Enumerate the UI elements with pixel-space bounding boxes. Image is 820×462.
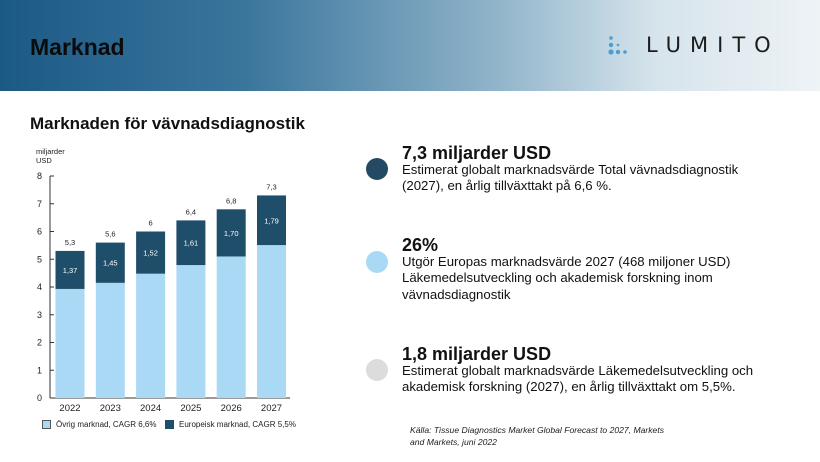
legend-europe: Europeisk marknad, CAGR 5,5% <box>165 420 296 429</box>
y-tick-label: 3 <box>37 310 42 320</box>
stat-1-text: Estimerat globalt marknadsvärde Total vä… <box>402 162 739 194</box>
bar-europe-2023 <box>95 242 125 283</box>
y-tick-label: 6 <box>37 227 42 237</box>
page-title: Marknad <box>30 34 125 60</box>
bar-europe-label: 1,37 <box>63 266 78 275</box>
bar-total-label: 6,8 <box>226 196 236 205</box>
header-banner <box>0 0 820 91</box>
stat-2-dot <box>366 251 388 273</box>
x-tick-label: 2025 <box>180 403 201 414</box>
bar-total-label: 5,3 <box>65 238 75 247</box>
stat-2-headline: 26% <box>402 235 439 255</box>
bar-europe-label: 1,70 <box>224 229 239 238</box>
y-tick-label: 7 <box>37 199 42 209</box>
y-tick-label: 4 <box>37 282 42 292</box>
lumito-logo: LUMITO <box>606 33 801 57</box>
x-tick-label: 2023 <box>100 403 121 414</box>
y-axis-title: miljarder <box>36 147 65 156</box>
bar-europe-2024 <box>136 231 166 274</box>
y-tick-label: 1 <box>37 365 42 375</box>
chart-subtitle: Marknaden för vävnadsdiagnostik <box>30 114 305 133</box>
bar-other-2024 <box>136 273 166 398</box>
stat-1-dot <box>366 158 388 180</box>
bar-other-2026 <box>216 256 246 398</box>
x-tick-label: 2027 <box>261 403 282 414</box>
stat-2-text: Utgör Europas marknadsvärde 2027 (468 mi… <box>402 254 731 302</box>
logo-dots-icon <box>608 36 627 55</box>
y-tick-label: 5 <box>37 254 42 264</box>
x-tick-label: 2026 <box>221 403 242 414</box>
stat-3-headline: 1,8 miljarder USD <box>402 344 552 364</box>
bar-other-2027 <box>257 245 286 398</box>
y-tick-label: 2 <box>37 338 42 348</box>
bar-europe-label: 1,52 <box>143 249 158 258</box>
bar-other-2025 <box>176 265 206 398</box>
bar-total-label: 6 <box>149 219 153 228</box>
legend-other: Övrig marknad, CAGR 6,6% <box>42 420 156 429</box>
stat-1-headline: 7,3 miljarder USD <box>402 143 552 163</box>
source-note: Källa: Tissue Diagnostics Market Global … <box>410 425 665 447</box>
stat-3-dot <box>366 359 388 381</box>
legend-europe-label: Europeisk marknad, CAGR 5,5% <box>179 420 296 429</box>
logo-text: LUMITO <box>646 33 780 57</box>
bar-europe-2027 <box>257 195 286 246</box>
x-tick-label: 2024 <box>140 403 161 414</box>
legend-europe-swatch <box>165 420 174 429</box>
bar-europe-2025 <box>176 220 206 266</box>
bar-europe-2026 <box>216 209 246 257</box>
y-axis-title: USD <box>36 156 52 165</box>
legend-other-label: Övrig marknad, CAGR 6,6% <box>56 420 157 429</box>
bar-total-label: 5,6 <box>105 230 115 239</box>
stat-3-text: Estimerat globalt marknadsvärde Läkemede… <box>402 363 754 395</box>
legend-other-swatch <box>42 420 51 429</box>
bar-europe-2022 <box>55 250 85 289</box>
bar-europe-label: 1,79 <box>264 216 279 225</box>
bar-other-2022 <box>55 288 85 398</box>
x-tick-label: 2022 <box>59 403 80 414</box>
y-tick-label: 0 <box>37 393 42 403</box>
y-tick-label: 8 <box>37 171 42 181</box>
bar-europe-label: 1,45 <box>103 259 118 268</box>
bar-total-label: 6,4 <box>186 207 196 216</box>
bar-other-2023 <box>95 282 125 398</box>
bar-europe-label: 1,61 <box>184 239 199 248</box>
bar-total-label: 7,3 <box>266 182 276 191</box>
